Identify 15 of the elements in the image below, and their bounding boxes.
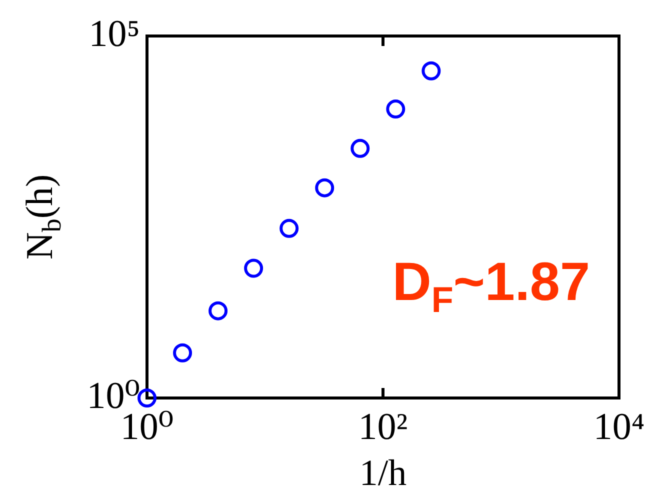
x-axis-title: 1/h [359, 453, 408, 492]
x-tick-label: 10² [358, 406, 408, 448]
point [350, 138, 370, 158]
point [208, 301, 228, 320]
x-tick-label: 10⁰ [120, 406, 174, 448]
point [315, 178, 334, 198]
x-tick-label: 10⁴ [593, 406, 645, 448]
y-tick-label: 10⁵ [88, 12, 140, 55]
point [138, 388, 156, 408]
y-axis-title: Nb(h) [19, 174, 66, 260]
point [280, 218, 299, 238]
point [244, 258, 264, 278]
point [386, 100, 406, 119]
point [173, 343, 192, 362]
point [422, 61, 441, 80]
